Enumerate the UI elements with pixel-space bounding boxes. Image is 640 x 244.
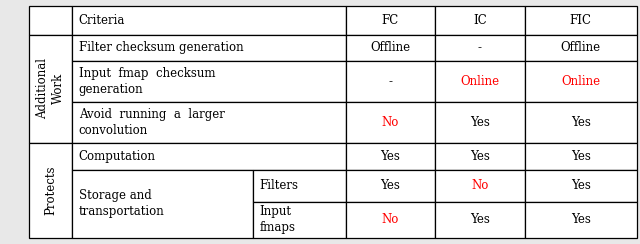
Text: IC: IC [473,14,487,27]
Text: FC: FC [382,14,399,27]
Text: Protects: Protects [44,166,57,215]
Bar [346,143,435,170]
Text: No: No [381,214,399,226]
Bar [29,6,72,35]
Text: FIC: FIC [570,14,592,27]
Bar [346,61,435,102]
Bar [435,102,525,143]
Bar [525,202,637,238]
Bar [435,6,525,35]
Text: Yes: Yes [470,214,490,226]
Text: Yes: Yes [571,150,591,163]
Bar [29,143,72,238]
Text: Criteria: Criteria [79,14,125,27]
Bar [346,170,435,202]
Text: Online: Online [561,75,600,88]
Bar [346,35,435,61]
Bar [435,202,525,238]
Text: Offline: Offline [371,41,410,54]
Text: No: No [381,116,399,129]
Text: Input  fmap  checksum
generation: Input fmap checksum generation [79,67,215,96]
Text: Yes: Yes [380,179,401,192]
Bar [435,143,525,170]
Bar [72,35,346,61]
Bar [435,170,525,202]
Bar [346,6,435,35]
Text: -: - [478,41,482,54]
Bar [525,102,637,143]
Bar [435,61,525,102]
Bar [72,102,346,143]
Text: Offline: Offline [561,41,601,54]
Bar [253,202,346,238]
Text: Yes: Yes [470,116,490,129]
Text: Online: Online [460,75,500,88]
Text: Yes: Yes [571,214,591,226]
Bar [72,170,253,238]
Text: Yes: Yes [470,150,490,163]
Bar [525,6,637,35]
Bar [525,61,637,102]
Text: No: No [471,179,489,192]
Bar [525,170,637,202]
Text: Filters: Filters [259,179,298,192]
Bar [525,143,637,170]
Text: Yes: Yes [571,179,591,192]
Text: Input
fmaps: Input fmaps [259,205,295,234]
Text: Filter checksum generation: Filter checksum generation [79,41,243,54]
Bar [72,61,346,102]
Bar [346,102,435,143]
Bar [253,170,346,202]
Text: Computation: Computation [79,150,156,163]
Bar [435,35,525,61]
Text: -: - [388,75,392,88]
Text: Yes: Yes [571,116,591,129]
Text: Storage and
transportation: Storage and transportation [79,189,164,218]
Bar [72,143,346,170]
Bar [525,35,637,61]
Bar [29,35,72,143]
Bar [346,202,435,238]
Text: Avoid  running  a  larger
convolution: Avoid running a larger convolution [79,108,225,137]
Text: Yes: Yes [380,150,401,163]
Text: Additional
Work: Additional Work [36,58,65,119]
Bar [72,6,346,35]
